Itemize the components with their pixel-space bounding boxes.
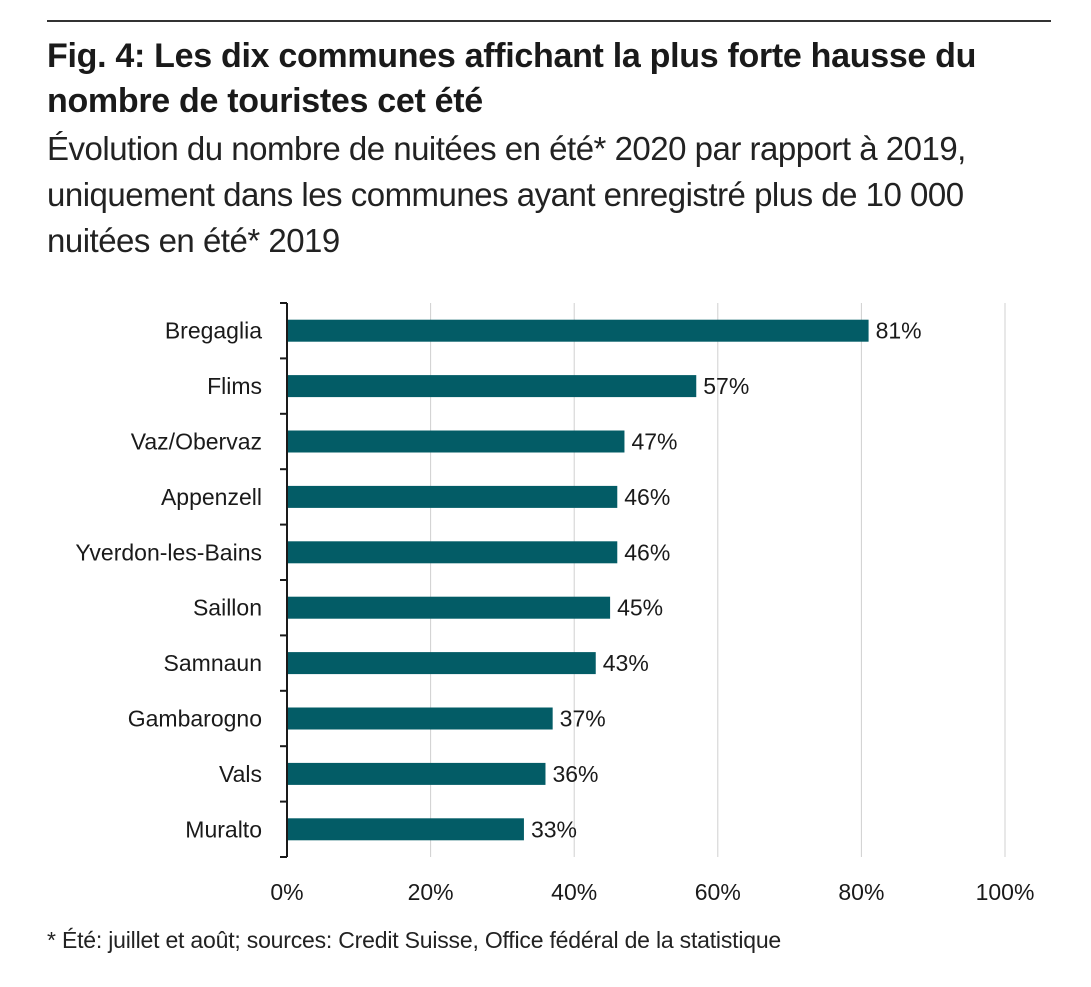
value-label: 36% bbox=[552, 761, 598, 787]
footnote: * Été: juillet et août; sources: Credit … bbox=[47, 927, 782, 953]
x-tick-label: 100% bbox=[976, 879, 1035, 905]
value-label: 45% bbox=[617, 595, 663, 621]
category-label: Yverdon-les-Bains bbox=[75, 539, 262, 565]
x-tick-labels: 0% 20% 40% 60% 80% 100% bbox=[270, 879, 1034, 905]
bar bbox=[288, 319, 869, 342]
bar bbox=[288, 652, 596, 675]
bar bbox=[288, 818, 524, 841]
value-label: 46% bbox=[624, 539, 670, 565]
value-labels: 81% 57% 47% 46% 46% 45% 43% 37% 36% 33% bbox=[531, 318, 922, 843]
category-label: Vals bbox=[219, 761, 262, 787]
category-label: Flims bbox=[207, 373, 262, 399]
chart-title: Fig. 4: Les dix communes affichant la pl… bbox=[47, 37, 977, 120]
bar bbox=[288, 762, 546, 785]
bar bbox=[288, 430, 625, 453]
x-tick-label: 20% bbox=[408, 879, 454, 905]
value-label: 33% bbox=[531, 816, 577, 842]
category-label: Saillon bbox=[193, 595, 262, 621]
value-label: 81% bbox=[876, 318, 922, 344]
top-rule bbox=[47, 20, 1051, 22]
bars bbox=[288, 319, 869, 841]
value-label: 47% bbox=[631, 429, 677, 455]
category-label: Samnaun bbox=[164, 650, 262, 676]
bar bbox=[288, 596, 611, 619]
x-tick-label: 0% bbox=[270, 879, 303, 905]
category-labels: Bregaglia Flims Vaz/Obervaz Appenzell Yverdo… bbox=[75, 318, 262, 843]
value-label: 57% bbox=[703, 373, 749, 399]
chart-subtitle: Évolution du nombre de nuitées en été* 2… bbox=[47, 130, 966, 259]
x-tick-label: 40% bbox=[551, 879, 597, 905]
bar bbox=[288, 375, 697, 398]
y-axis bbox=[280, 302, 288, 858]
category-label: Bregaglia bbox=[165, 318, 262, 344]
category-label: Gambarogno bbox=[128, 706, 262, 732]
category-label: Vaz/Obervaz bbox=[131, 429, 262, 455]
bar bbox=[288, 485, 618, 508]
value-label: 43% bbox=[603, 650, 649, 676]
category-label: Muralto bbox=[185, 816, 262, 842]
bar bbox=[288, 707, 553, 730]
value-label: 46% bbox=[624, 484, 670, 510]
x-tick-label: 80% bbox=[838, 879, 884, 905]
value-label: 37% bbox=[560, 706, 606, 732]
category-label: Appenzell bbox=[161, 484, 262, 510]
x-tick-label: 60% bbox=[695, 879, 741, 905]
bar bbox=[288, 541, 618, 564]
